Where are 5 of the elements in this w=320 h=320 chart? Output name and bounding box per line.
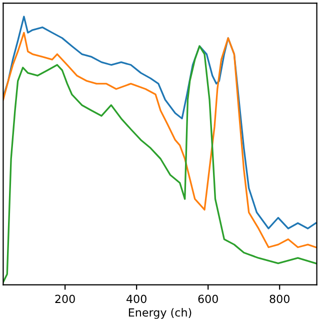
x-tick-label: 800: [270, 294, 290, 304]
x-tick-label: 200: [55, 294, 75, 304]
x-tick-label: 600: [198, 294, 218, 304]
x-axis-title: Energy (ch): [128, 308, 192, 319]
x-tick-label: 400: [126, 294, 146, 304]
